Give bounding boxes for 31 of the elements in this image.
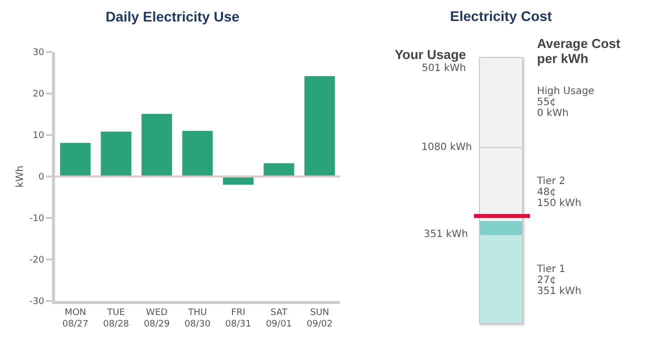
- bar: [100, 132, 132, 176]
- y-tick-label: -20: [29, 256, 44, 266]
- text: 501 kWh: [422, 63, 466, 74]
- bar: [60, 142, 91, 176]
- x-tick-label: WED 08/29: [144, 308, 170, 330]
- x-tick-label: SAT 09/01: [266, 308, 292, 330]
- x-tick-label: THU 08/30: [184, 308, 211, 330]
- y-tick-label: 30: [32, 48, 44, 58]
- x-tick-label: TUE 08/28: [103, 308, 130, 330]
- y-tick-label: 0: [38, 172, 44, 183]
- bar: [182, 130, 213, 176]
- text: Tier 2 48¢ 150 kWh: [537, 176, 582, 209]
- chart-title: Daily Electricity Use: [106, 8, 240, 25]
- y-tick-label: 20: [32, 90, 44, 100]
- text: High Usage 55¢ 0 kWh: [537, 86, 594, 119]
- y-tick-label: -30: [29, 297, 44, 308]
- bar: [142, 114, 172, 176]
- text: 351 kWh: [424, 229, 468, 240]
- y-tick-label: -10: [29, 214, 44, 224]
- x-tick-label: SUN 09/02: [306, 308, 333, 330]
- bar: [304, 76, 335, 176]
- y-axis-title: kWh: [15, 165, 26, 188]
- text: Your Usage: [394, 47, 466, 62]
- text: Average Cost per kWh: [537, 36, 620, 66]
- text: 1080 kWh: [421, 142, 472, 153]
- text: Electricity Cost: [449, 8, 553, 24]
- x-tick-label: MON 08/27: [62, 308, 88, 330]
- x-tick-label: FRI 08/31: [225, 308, 252, 330]
- bar: [264, 163, 294, 176]
- y-tick-label: 10: [32, 131, 44, 142]
- text: Tier 1 27¢ 351 kWh: [537, 264, 582, 297]
